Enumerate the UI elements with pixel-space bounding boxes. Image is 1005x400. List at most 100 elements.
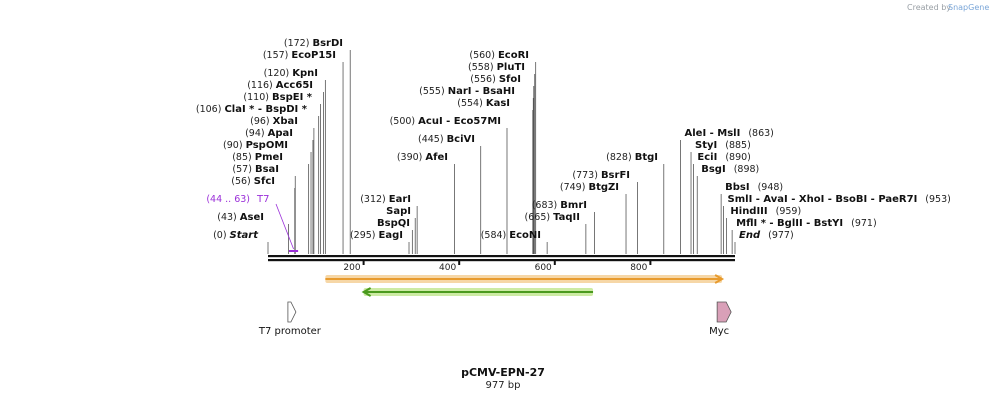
enzyme-name: BsgI bbox=[701, 164, 725, 175]
enzyme-name: AleI - MslI bbox=[685, 128, 741, 139]
site-position: (554) bbox=[457, 98, 486, 109]
site-label[interactable]: (90) PspOMI bbox=[223, 140, 288, 151]
feature-arrow-shape bbox=[716, 301, 732, 323]
enzyme-name: BsaI bbox=[255, 164, 279, 175]
site-label[interactable]: (500) AcuI - Eco57MI bbox=[390, 116, 501, 127]
enzyme-name: EcoNI bbox=[509, 230, 541, 241]
site-label[interactable]: (0) Start bbox=[213, 230, 259, 241]
site-label[interactable]: (560) EcoRI bbox=[469, 50, 529, 61]
site-label-text: BbsI (948) bbox=[725, 182, 783, 193]
site-label-text: (295) EagI bbox=[350, 230, 403, 241]
primer-name: T7 bbox=[256, 194, 269, 205]
site-label[interactable]: (85) PmeI bbox=[232, 152, 283, 163]
site-label[interactable]: (157) EcoP15I bbox=[263, 50, 336, 61]
site-label[interactable]: BspQI bbox=[377, 218, 410, 229]
site-label[interactable]: AleI - MslI (863) bbox=[685, 128, 774, 139]
site-label[interactable]: (110) BspEI * bbox=[243, 92, 312, 103]
site-position: (977) bbox=[768, 230, 794, 241]
features: T7 promoter Myc bbox=[258, 301, 732, 337]
site-label-text: (558) PluTI bbox=[468, 62, 525, 73]
enzyme-name: BspQI bbox=[377, 218, 410, 229]
site-position: (106) bbox=[196, 104, 225, 115]
feature-myc[interactable]: Myc bbox=[709, 301, 732, 337]
enzyme-name: AfeI bbox=[425, 152, 448, 163]
site-label[interactable]: (120) KpnI bbox=[264, 68, 318, 79]
site-label[interactable]: End (977) bbox=[739, 230, 794, 241]
site-label[interactable]: (312) EarI bbox=[360, 194, 411, 205]
primer-leader bbox=[275, 203, 294, 250]
enzyme-name: ApaI bbox=[268, 128, 293, 139]
site-label[interactable]: (773) BsrFI bbox=[572, 170, 630, 181]
site-position: (157) bbox=[263, 50, 292, 61]
site-position: (959) bbox=[776, 206, 802, 217]
site-label[interactable]: (57) BsaI bbox=[232, 164, 279, 175]
site-label-text: End (977) bbox=[739, 230, 794, 241]
enzyme-name: PspOMI bbox=[246, 140, 288, 151]
primer-label[interactable]: (44 .. 63) T7 bbox=[206, 194, 269, 205]
site-label[interactable]: (390) AfeI bbox=[397, 152, 448, 163]
enzyme-name: EarI bbox=[389, 194, 411, 205]
site-position: (773) bbox=[572, 170, 601, 181]
site-label[interactable]: (683) BmrI bbox=[532, 200, 587, 211]
site-position: (749) bbox=[560, 182, 589, 193]
site-label[interactable]: (828) BtgI bbox=[606, 152, 658, 163]
enzyme-name: HindIII bbox=[730, 206, 767, 217]
site-position: (665) bbox=[525, 212, 554, 223]
enzyme-name: TaqII bbox=[553, 212, 580, 223]
enzyme-name: KpnI bbox=[292, 68, 318, 79]
plasmid-name: pCMV-EPN-27 bbox=[461, 366, 545, 379]
site-position: (948) bbox=[758, 182, 784, 193]
axis-tick-label: 800 bbox=[630, 263, 647, 273]
site-label[interactable]: BbsI (948) bbox=[725, 182, 783, 193]
site-label[interactable]: (584) EcoNI bbox=[481, 230, 541, 241]
site-label[interactable]: (116) Acc65I bbox=[247, 80, 313, 91]
site-position: (558) bbox=[468, 62, 497, 73]
site-label[interactable]: EciI (890) bbox=[697, 152, 750, 163]
site-label[interactable]: (749) BtgZI bbox=[560, 182, 619, 193]
site-label-text: BsgI (898) bbox=[701, 164, 759, 175]
site-label[interactable]: StyI (885) bbox=[695, 140, 751, 151]
feature-label: T7 promoter bbox=[258, 326, 322, 337]
site-position: (295) bbox=[350, 230, 379, 241]
feature-t7-promoter[interactable]: T7 promoter bbox=[258, 301, 322, 337]
orf-arrow[interactable] bbox=[361, 287, 594, 297]
site-label-text: (683) BmrI bbox=[532, 200, 587, 211]
site-label[interactable]: (558) PluTI bbox=[468, 62, 525, 73]
site-label-text: (90) PspOMI bbox=[223, 140, 288, 151]
orf-arrows bbox=[325, 274, 725, 297]
site-label-text: (94) ApaI bbox=[245, 128, 293, 139]
site-label[interactable]: (554) KasI bbox=[457, 98, 510, 109]
site-label[interactable]: SapI bbox=[386, 206, 411, 217]
site-position: (584) bbox=[481, 230, 510, 241]
site-position: (172) bbox=[284, 38, 313, 49]
site-label[interactable]: (556) SfoI bbox=[470, 74, 521, 85]
site-label-text: EciI (890) bbox=[697, 152, 750, 163]
axis-tick-label: 400 bbox=[439, 263, 456, 273]
enzyme-name: KasI bbox=[486, 98, 510, 109]
site-label[interactable]: MflI * - BglII - BstYI (971) bbox=[736, 218, 877, 229]
enzyme-name: BbsI bbox=[725, 182, 749, 193]
site-label[interactable]: (295) EagI bbox=[350, 230, 403, 241]
site-position: (85) bbox=[232, 152, 255, 163]
orf-arrow[interactable] bbox=[325, 274, 725, 284]
site-label[interactable]: (555) NarI - BsaHI bbox=[419, 86, 515, 97]
enzyme-name: MflI * - BglII - BstYI bbox=[736, 218, 843, 229]
site-position: (120) bbox=[264, 68, 293, 79]
site-position: (556) bbox=[470, 74, 499, 85]
site-label[interactable]: (43) AseI bbox=[217, 212, 264, 223]
site-label[interactable]: (106) ClaI * - BspDI * bbox=[196, 104, 308, 115]
site-label[interactable]: SmlI - AvaI - XhoI - BsoBI - PaeR7I (953) bbox=[728, 194, 951, 205]
site-label[interactable]: BsgI (898) bbox=[701, 164, 759, 175]
enzyme-name: PmeI bbox=[255, 152, 283, 163]
site-label[interactable]: (172) BsrDI bbox=[284, 38, 343, 49]
site-label[interactable]: HindIII (959) bbox=[730, 206, 801, 217]
orf-arrowhead bbox=[361, 287, 372, 297]
site-label[interactable]: (94) ApaI bbox=[245, 128, 293, 139]
site-label-text: (0) Start bbox=[213, 230, 259, 241]
site-position: (890) bbox=[725, 152, 751, 163]
site-label[interactable]: (96) XbaI bbox=[250, 116, 298, 127]
site-label[interactable]: (56) SfcI bbox=[231, 176, 275, 187]
site-label[interactable]: (665) TaqII bbox=[525, 212, 580, 223]
site-label[interactable]: (445) BciVI bbox=[418, 134, 475, 145]
site-position: (885) bbox=[725, 140, 751, 151]
